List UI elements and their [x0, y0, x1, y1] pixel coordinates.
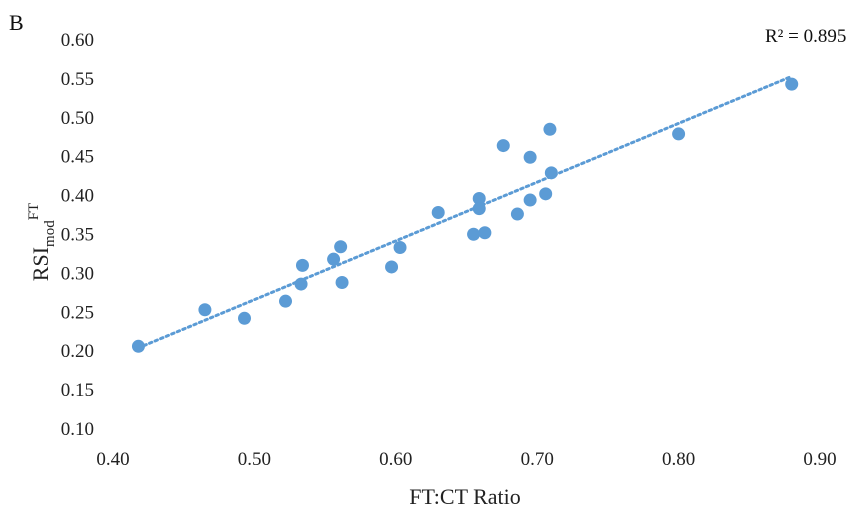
data-point — [785, 77, 799, 91]
data-point — [335, 276, 349, 290]
x-tick-label: 0.40 — [96, 449, 129, 470]
data-point — [393, 241, 407, 255]
data-point — [523, 150, 537, 164]
data-point — [496, 139, 510, 153]
r-squared-annotation: R² = 0.895 — [765, 26, 846, 47]
data-point — [334, 240, 348, 254]
y-axis-title-superscript: FT — [26, 203, 42, 221]
y-tick-label: 0.20 — [61, 341, 94, 362]
data-point — [467, 227, 481, 241]
x-tick-label: 0.90 — [803, 449, 836, 470]
x-tick-label: 0.60 — [379, 449, 412, 470]
data-point — [472, 202, 486, 216]
data-point — [279, 294, 293, 308]
y-axis-title-subscript: mod — [42, 220, 58, 247]
data-point — [295, 258, 309, 272]
x-tick-label: 0.50 — [238, 449, 271, 470]
data-point — [478, 226, 492, 240]
data-point — [472, 191, 486, 205]
data-point — [327, 252, 341, 266]
data-point — [544, 166, 558, 180]
x-axis-title: FT:CT Ratio — [409, 484, 521, 509]
y-tick-labels: 0.10 0.15 0.20 0.25 0.30 0.35 0.40 0.45 0.50 0.55… — [61, 30, 94, 440]
data-point — [543, 122, 557, 136]
data-point — [539, 187, 553, 201]
data-point — [238, 311, 252, 325]
y-tick-label: 0.35 — [61, 225, 94, 246]
data-point — [431, 205, 445, 219]
y-tick-label: 0.50 — [61, 108, 94, 129]
x-tick-labels: 0.40 0.50 0.60 0.70 0.80 0.90 — [96, 449, 836, 470]
data-points — [131, 77, 799, 353]
x-tick-label: 0.70 — [521, 449, 554, 470]
svg-text:RSImodFT: RSImodFT — [26, 203, 58, 281]
data-point — [672, 127, 686, 141]
data-point — [510, 207, 524, 221]
data-point — [294, 277, 308, 291]
panel-label: B — [9, 10, 24, 35]
y-tick-label: 0.45 — [61, 147, 94, 168]
y-tick-label: 0.55 — [61, 69, 94, 90]
y-axis-title: RSImodFT — [26, 203, 58, 281]
data-point — [385, 260, 399, 274]
y-tick-label: 0.40 — [61, 186, 94, 207]
y-tick-label: 0.60 — [61, 30, 94, 51]
y-axis-title-base: RSI — [28, 247, 53, 281]
x-tick-label: 0.80 — [662, 449, 695, 470]
y-tick-label: 0.30 — [61, 263, 94, 284]
data-point — [198, 303, 212, 317]
trendline — [136, 74, 794, 350]
y-tick-label: 0.10 — [61, 419, 94, 440]
data-point — [131, 339, 145, 353]
y-tick-label: 0.15 — [61, 380, 94, 401]
data-point — [523, 193, 537, 207]
y-tick-label: 0.25 — [61, 302, 94, 323]
